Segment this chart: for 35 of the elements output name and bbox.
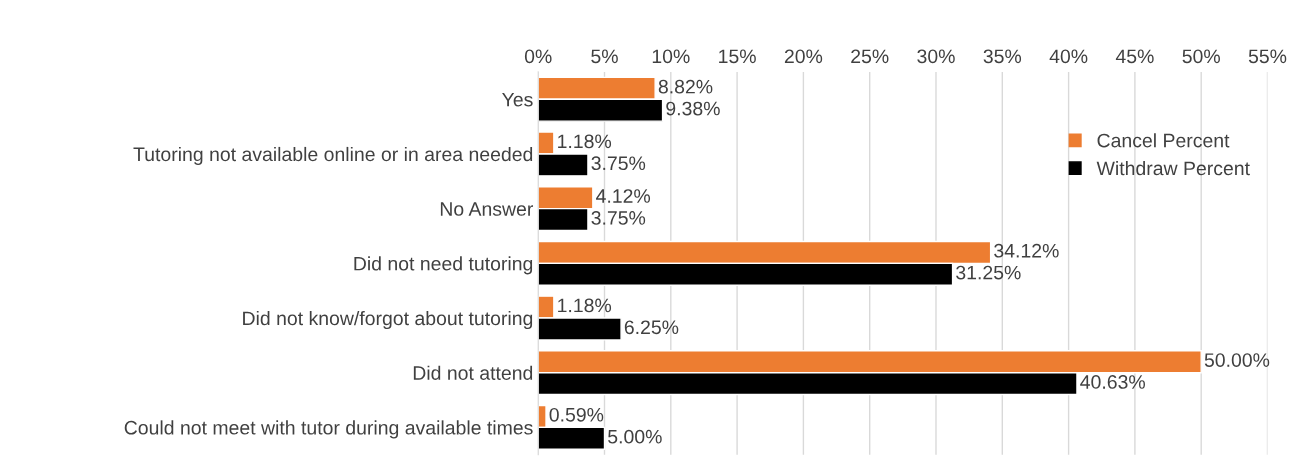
- data-label: 31.25%: [956, 265, 1021, 280]
- x-tick-label: 30%: [917, 49, 955, 64]
- x-tick-label: 0%: [524, 49, 552, 64]
- x-tick-label: 10%: [652, 49, 690, 64]
- x-tick-label: 20%: [784, 49, 823, 64]
- y-tick-label: Did not attend: [413, 365, 533, 380]
- x-tick-label: 25%: [851, 49, 889, 64]
- y-tick-label: Yes: [502, 92, 533, 107]
- x-tick-label: 55%: [1248, 49, 1287, 64]
- data-label: 1.18%: [558, 134, 612, 149]
- y-tick-label: Tutoring not available online or in area needed: [133, 146, 533, 166]
- data-label: 34.12%: [994, 243, 1059, 258]
- data-label: 3.75%: [591, 211, 646, 225]
- data-label: 8.82%: [658, 79, 713, 94]
- legend-label: Cancel Percent: [1097, 133, 1230, 148]
- x-tick-label: 50%: [1182, 49, 1220, 64]
- y-tick-label: No Answer: [440, 202, 534, 216]
- legend-label: Withdraw Percent: [1096, 161, 1250, 176]
- data-label: 3.75%: [591, 156, 646, 171]
- data-label: 9.38%: [666, 101, 720, 116]
- data-label: 40.63%: [1080, 375, 1145, 389]
- data-label: 50.00%: [1204, 353, 1270, 367]
- x-tick-label: 40%: [1049, 49, 1088, 64]
- data-label: 5.00%: [608, 429, 662, 444]
- data-label: 0.59%: [549, 407, 604, 422]
- data-label: 4.12%: [596, 189, 651, 203]
- y-tick-label: Did not need tutoring: [354, 256, 533, 275]
- x-tick-label: 15%: [719, 49, 756, 64]
- data-label: 1.18%: [558, 298, 612, 313]
- x-tick-label: 5%: [591, 49, 618, 64]
- y-tick-label: Could not meet with tutor during available times: [124, 420, 533, 439]
- x-tick-label: 45%: [1115, 49, 1154, 64]
- x-tick-label: 35%: [983, 49, 1022, 64]
- y-tick-label: Did not know/forgot about tutoring: [243, 310, 533, 330]
- data-label: 6.25%: [624, 320, 679, 335]
